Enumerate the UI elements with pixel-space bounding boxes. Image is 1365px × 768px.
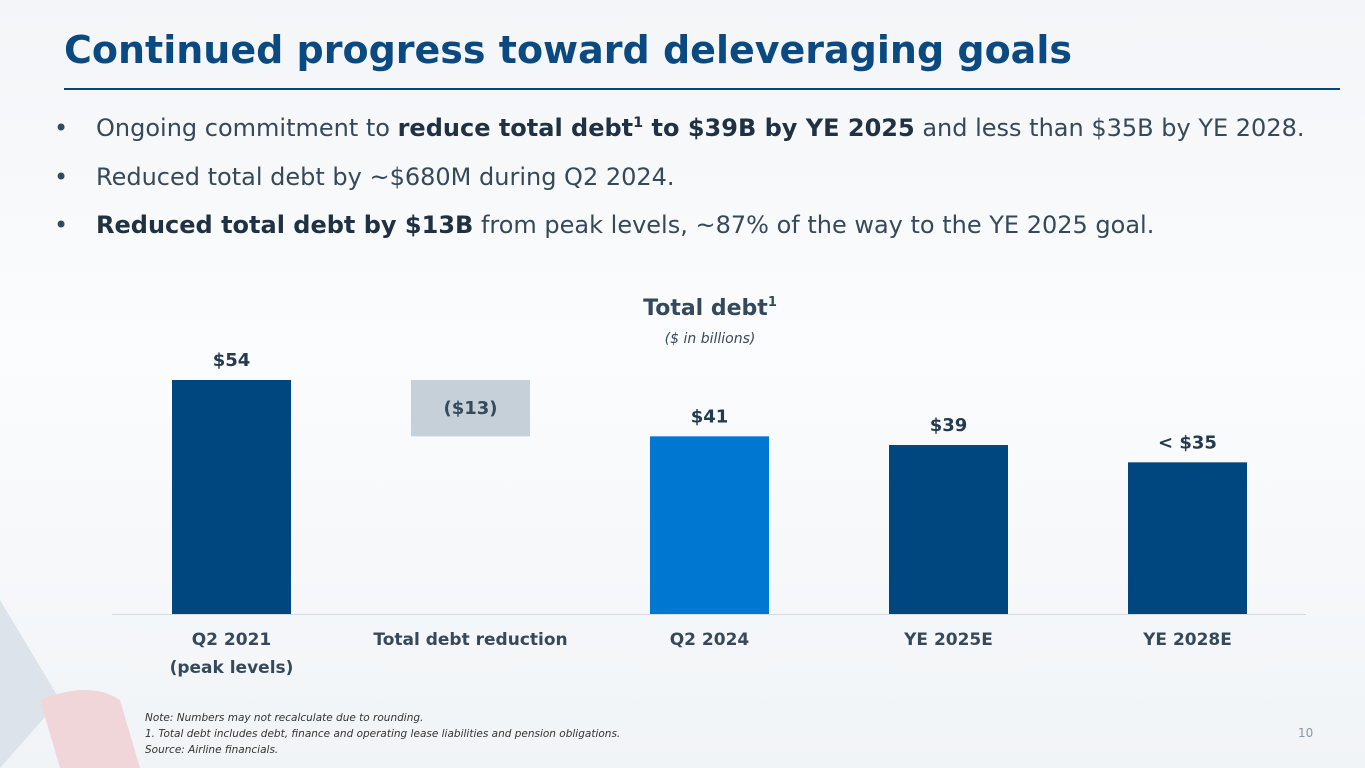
bullet: Ongoing commitment to reduce total debt1… — [54, 114, 1305, 142]
logo-shape — [0, 600, 60, 768]
chart-title-text: Total debt — [643, 296, 768, 321]
bullet-bold: Reduced total debt by $13B — [96, 211, 474, 239]
bar — [172, 380, 291, 614]
x-tick-label: Q2 2024 — [669, 630, 750, 650]
notes: Note: Numbers may not recalculate due to… — [145, 710, 620, 758]
x-tick-label: YE 2025E — [904, 630, 993, 650]
bullet-text: Ongoing commitment to — [96, 114, 398, 142]
note: 1. Total debt includes debt, finance and… — [145, 728, 621, 740]
bullet-text: Reduced total debt by ~$680M during Q2 2… — [96, 163, 675, 191]
bar — [1128, 462, 1247, 614]
value-label: $54 — [213, 350, 251, 371]
bullet: Reduced total debt by $13B from peak lev… — [54, 211, 1155, 239]
chart-subtitle: ($ in billions) — [665, 331, 756, 347]
note: Note: Numbers may not recalculate due to… — [145, 712, 424, 724]
logo-shape — [40, 690, 140, 768]
note: Source: Airline financials. — [145, 744, 279, 756]
bullet: Reduced total debt by ~$680M during Q2 2… — [54, 163, 675, 191]
title-note: 1 — [768, 295, 777, 310]
bullet-bold: reduce total debt — [397, 114, 634, 142]
value-label: < $35 — [1158, 432, 1217, 453]
bullet-text: from peak levels, ~87% of the way to the… — [473, 211, 1155, 239]
value-label: $41 — [691, 406, 729, 427]
page-number: 10 — [1298, 726, 1314, 740]
slide-title: Continued progress toward deleveraging g… — [64, 28, 1072, 72]
chart-title: Total debt1 — [643, 295, 777, 321]
bullet-text: and less than $35B by YE 2028. — [914, 114, 1305, 142]
x-tick-label: Total debt reduction — [373, 630, 568, 650]
bullet-bold: to $39B by YE 2025 — [643, 114, 915, 142]
bar — [889, 445, 1008, 614]
title-rule — [64, 88, 1340, 90]
bar — [650, 436, 769, 614]
footnote-ref: 1 — [633, 115, 644, 131]
x-tick-label: YE 2028E — [1143, 630, 1232, 650]
value-label: $39 — [930, 415, 968, 436]
bar — [411, 380, 530, 437]
value-label: ($13) — [443, 398, 497, 419]
x-tick-label: Q2 2021 (peak levels) — [169, 630, 294, 678]
